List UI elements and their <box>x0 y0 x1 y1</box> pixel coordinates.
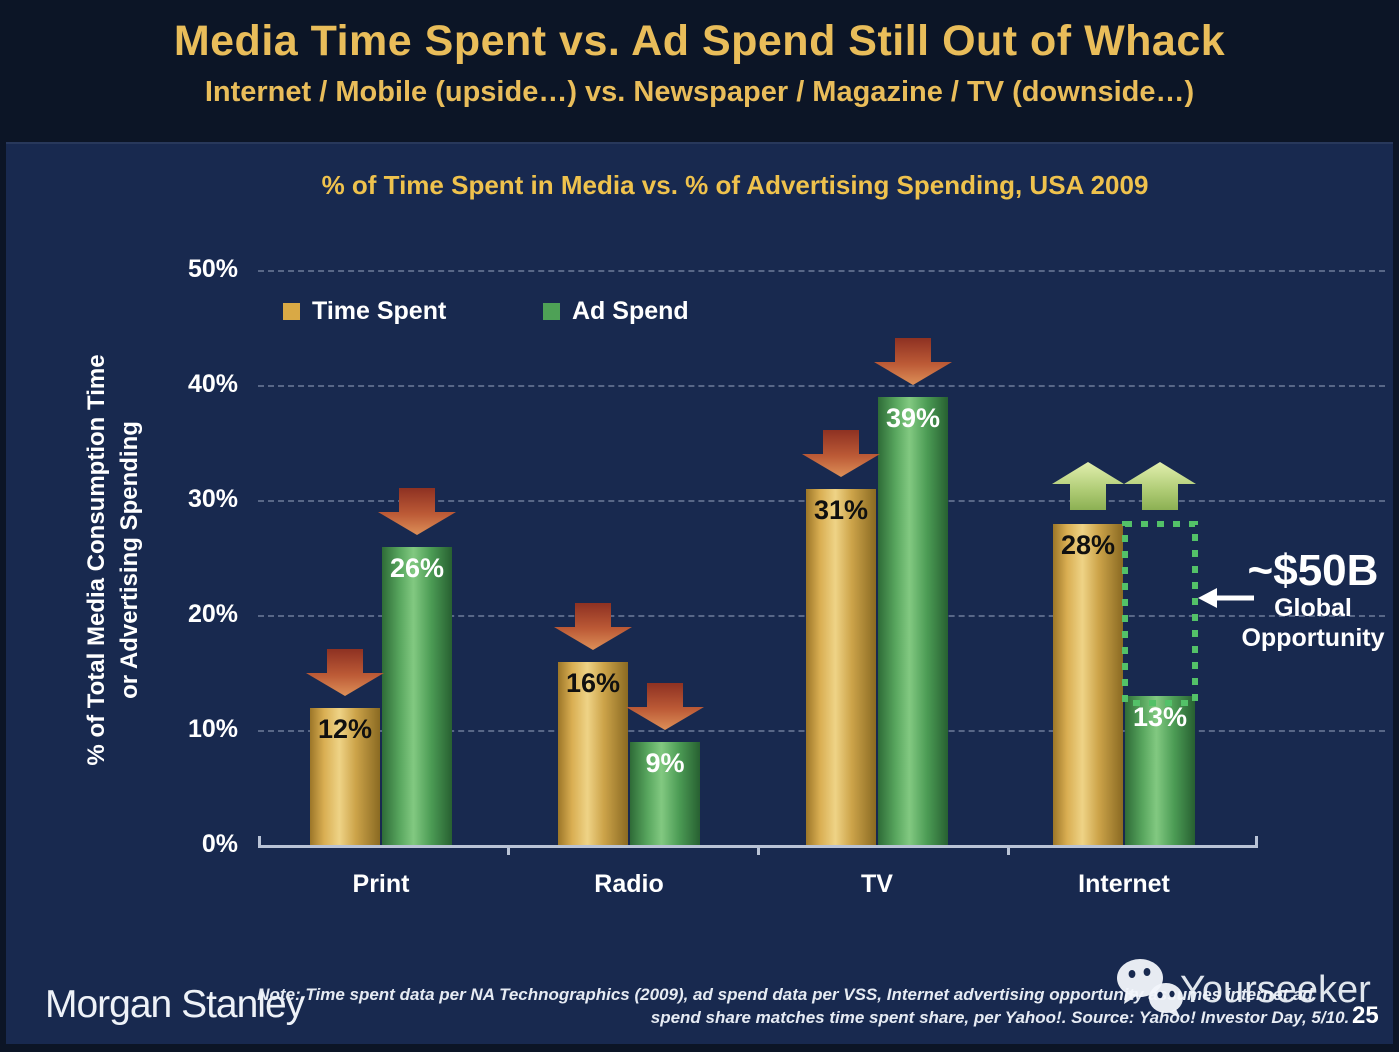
chart-panel <box>6 142 1393 1047</box>
axis-category-tick <box>507 846 510 855</box>
bar-ad-spend-internet <box>1125 696 1195 846</box>
bar-time-spent-internet <box>1053 524 1123 846</box>
axis-category-tick <box>1007 846 1010 855</box>
down-arrow-icon <box>874 338 952 385</box>
bar-value-label: 31% <box>813 495 869 525</box>
wechat-icon <box>1117 959 1183 1017</box>
down-arrow-icon <box>378 488 456 535</box>
time-spent-swatch-icon <box>283 303 300 320</box>
y-tick-label: 10% <box>187 715 238 743</box>
annotation-line1: Global <box>1274 594 1352 622</box>
bar-ad-spend-print <box>382 547 452 846</box>
up-arrow-icon <box>1124 462 1196 510</box>
left-arrow-icon <box>1198 588 1254 608</box>
axis-category-tick <box>757 846 760 855</box>
category-label-radio: Radio <box>594 870 664 898</box>
gridline <box>258 270 1385 272</box>
y-tick-label: 20% <box>187 600 238 628</box>
y-tick-label: 30% <box>187 485 238 513</box>
down-arrow-icon <box>626 683 704 730</box>
bar-time-spent-tv <box>806 489 876 846</box>
y-tick-label: 0% <box>201 830 238 858</box>
bar-value-label: 12% <box>317 714 373 744</box>
axis-end-tick <box>1255 836 1258 846</box>
bar-value-label: 16% <box>565 668 621 698</box>
y-axis-title-line1: % of Total Media Consumption Time <box>83 354 110 766</box>
down-arrow-icon <box>554 603 632 650</box>
bar-time-spent-print <box>310 708 380 846</box>
bar-ad-spend-radio <box>630 742 700 846</box>
chart-title: % of Time Spent in Media vs. % of Advert… <box>321 170 1149 200</box>
opportunity-dotted-box <box>1122 521 1198 706</box>
gridline <box>258 385 1385 387</box>
category-label-print: Print <box>352 870 410 898</box>
category-label-internet: Internet <box>1078 870 1170 898</box>
bar-value-label: 28% <box>1060 530 1116 560</box>
bar-ad-spend-tv <box>878 397 948 846</box>
slide-subtitle: Internet / Mobile (upside…) vs. Newspape… <box>204 76 1195 108</box>
bar-time-spent-radio <box>558 662 628 846</box>
bar-value-label: 39% <box>885 403 941 433</box>
legend-label-time-spent: Time Spent <box>312 297 447 325</box>
down-arrow-icon <box>802 430 880 477</box>
bar-value-label: 26% <box>389 553 445 583</box>
legend-item-ad-spend: Ad Spend <box>543 297 689 326</box>
annotation-value: ~$50B <box>1247 546 1379 595</box>
watermark-text: Yourseeker <box>1180 969 1371 1011</box>
annotation-line2: Opportunity <box>1241 624 1385 652</box>
down-arrow-icon <box>306 649 384 696</box>
slide-title: Media Time Spent vs. Ad Spend Still Out … <box>173 17 1226 65</box>
axis-end-tick <box>258 836 261 846</box>
legend-item-time-spent: Time Spent <box>283 297 446 326</box>
ad-spend-swatch-icon <box>543 303 560 320</box>
bottom-strip <box>0 1044 1399 1052</box>
bar-value-label: 9% <box>645 748 685 778</box>
page-number: 25 <box>1352 1002 1379 1029</box>
y-tick-label: 40% <box>187 370 238 398</box>
legend-label-ad-spend: Ad Spend <box>572 297 689 325</box>
morgan-stanley-logo: Morgan Stanley <box>45 983 305 1026</box>
bar-value-label: 13% <box>1132 702 1188 732</box>
y-tick-label: 50% <box>187 255 238 283</box>
note-line-1: Note: Time spent data per NA Technograph… <box>257 985 1313 1004</box>
up-arrow-icon <box>1052 462 1124 510</box>
category-label-tv: TV <box>861 870 893 898</box>
